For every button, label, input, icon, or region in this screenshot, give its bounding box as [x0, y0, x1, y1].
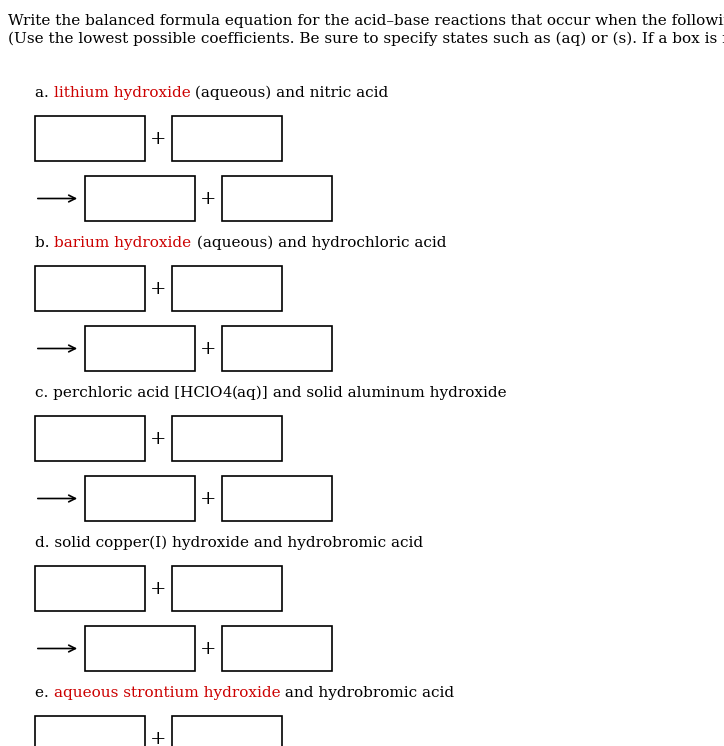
Bar [85, 626, 195, 671]
Text: lithium hydroxide: lithium hydroxide [54, 86, 190, 100]
Bar [35, 116, 145, 161]
Bar [85, 176, 195, 221]
Bar [172, 716, 282, 746]
Text: +: + [150, 430, 167, 448]
Bar [172, 116, 282, 161]
Text: b.: b. [35, 236, 54, 250]
Text: (aqueous) and nitric acid: (aqueous) and nitric acid [190, 86, 389, 101]
Text: +: + [200, 339, 216, 357]
Text: (aq)]: (aq)] [232, 386, 269, 401]
Text: +: + [200, 189, 216, 207]
Text: Write the balanced formula equation for the acid–base reactions that occur when : Write the balanced formula equation for … [8, 14, 724, 28]
Bar [172, 416, 282, 461]
Text: +: + [200, 639, 216, 657]
Text: a.: a. [35, 86, 54, 100]
Bar [35, 716, 145, 746]
Bar [222, 626, 332, 671]
Text: (Use the lowest possible coefficients. Be sure to specify states such as (aq) or: (Use the lowest possible coefficients. B… [8, 32, 724, 46]
Text: +: + [200, 489, 216, 507]
Text: d. solid copper(I) hydroxide and hydrobromic acid: d. solid copper(I) hydroxide and hydrobr… [35, 536, 423, 551]
Text: (aqueous) and hydrochloric acid: (aqueous) and hydrochloric acid [192, 236, 446, 251]
Text: +: + [150, 730, 167, 746]
Bar [222, 176, 332, 221]
Text: and hydrobromic acid: and hydrobromic acid [280, 686, 455, 700]
Text: +: + [150, 280, 167, 298]
Bar [35, 416, 145, 461]
Bar [172, 566, 282, 611]
Bar [35, 566, 145, 611]
Bar [85, 326, 195, 371]
Text: +: + [150, 130, 167, 148]
Text: c. perchloric acid [HClO: c. perchloric acid [HClO [35, 386, 222, 400]
Text: and solid aluminum hydroxide: and solid aluminum hydroxide [269, 386, 507, 400]
Text: aqueous strontium hydroxide: aqueous strontium hydroxide [54, 686, 280, 700]
Text: 4: 4 [222, 386, 232, 400]
Text: +: + [150, 580, 167, 598]
Bar [222, 326, 332, 371]
Bar [222, 476, 332, 521]
Text: e.: e. [35, 686, 54, 700]
Text: barium hydroxide: barium hydroxide [54, 236, 192, 250]
Bar [172, 266, 282, 311]
Bar [35, 266, 145, 311]
Bar [85, 476, 195, 521]
